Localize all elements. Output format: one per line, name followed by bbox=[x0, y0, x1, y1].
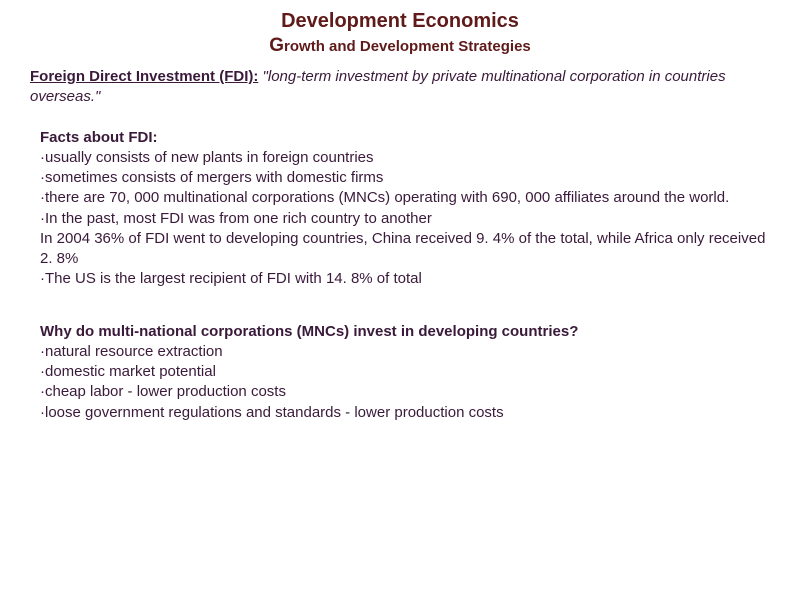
subtitle-leading-g: G bbox=[269, 35, 284, 56]
why-item: ·loose government regulations and standa… bbox=[40, 403, 770, 423]
fdi-definition-line: Foreign Direct Investment (FDI): "long-t… bbox=[30, 67, 770, 108]
fdi-label: Foreign Direct Investment (FDI): bbox=[30, 68, 258, 85]
facts-item: ·In the past, most FDI was from one rich… bbox=[40, 209, 770, 229]
facts-item: ·there are 70, 000 multinational corpora… bbox=[40, 188, 770, 208]
facts-heading: Facts about FDI: bbox=[40, 128, 770, 148]
slide-container: Development Economics Growth and Develop… bbox=[0, 0, 800, 443]
facts-item: In 2004 36% of FDI went to developing co… bbox=[40, 229, 770, 270]
facts-item: ·usually consists of new plants in forei… bbox=[40, 148, 770, 168]
subtitle-rest: rowth and Development Strategies bbox=[284, 38, 531, 55]
slide-subtitle: Growth and Development Strategies bbox=[30, 35, 770, 57]
why-section: Why do multi-national corporations (MNCs… bbox=[40, 322, 770, 423]
facts-section: Facts about FDI: ·usually consists of ne… bbox=[40, 128, 770, 290]
why-item: ·cheap labor - lower production costs bbox=[40, 382, 770, 402]
facts-item: ·The US is the largest recipient of FDI … bbox=[40, 269, 770, 289]
facts-item: ·sometimes consists of mergers with dome… bbox=[40, 168, 770, 188]
slide-title: Development Economics bbox=[30, 10, 770, 33]
why-heading: Why do multi-national corporations (MNCs… bbox=[40, 322, 770, 342]
why-item: ·domestic market potential bbox=[40, 362, 770, 382]
why-item: ·natural resource extraction bbox=[40, 342, 770, 362]
